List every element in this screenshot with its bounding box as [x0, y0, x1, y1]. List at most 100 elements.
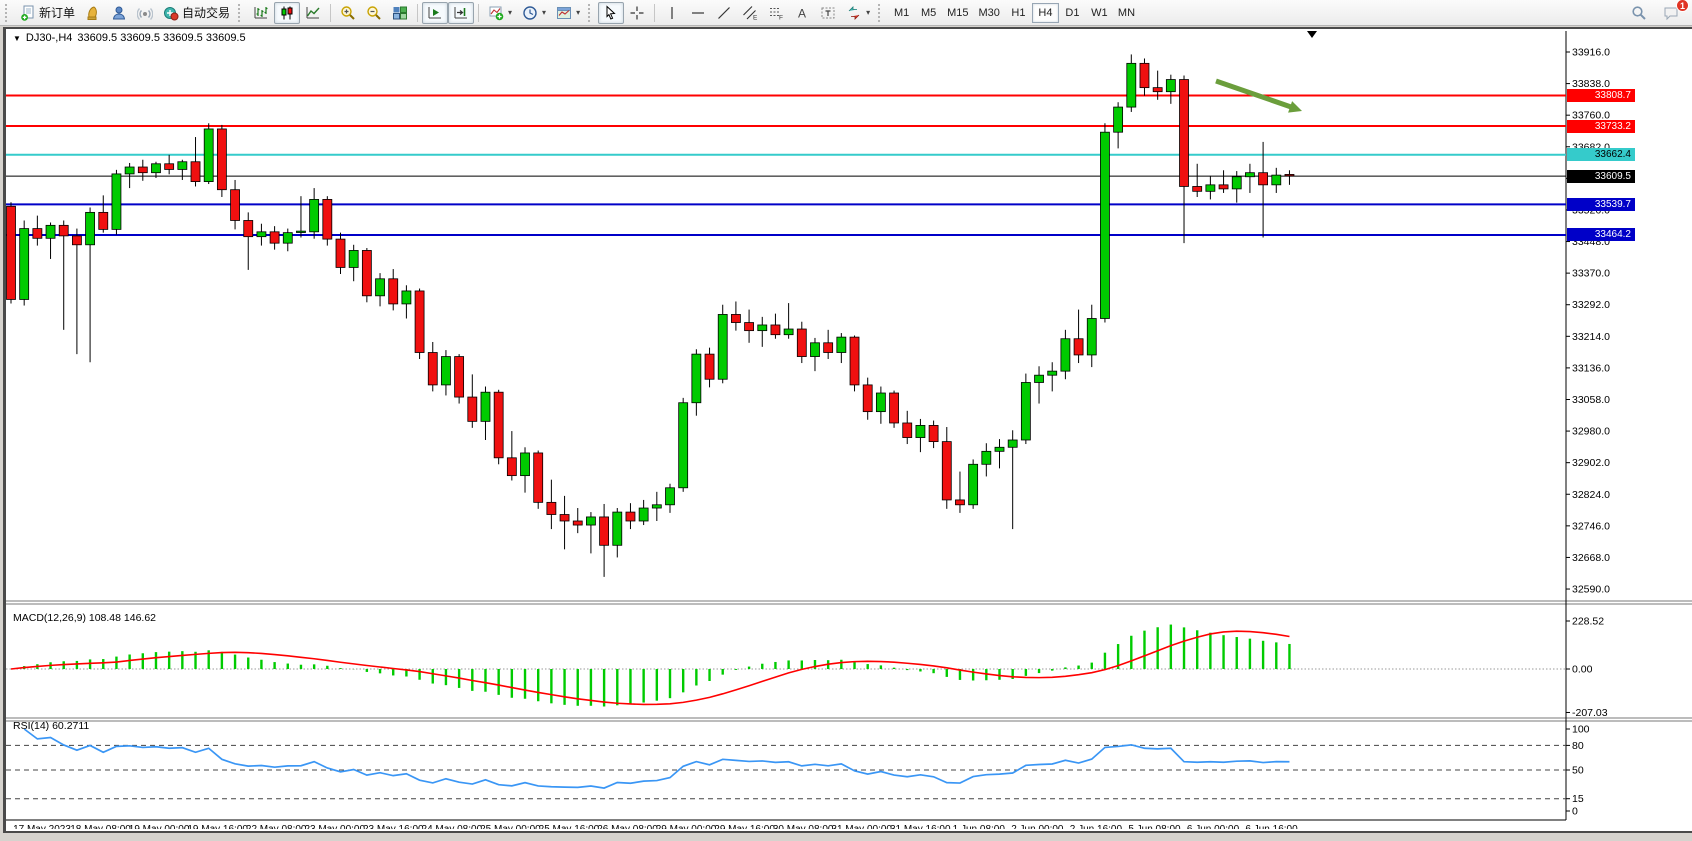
price-line-label: 33609.5 [1567, 169, 1635, 183]
svg-text:50: 50 [1572, 765, 1584, 777]
chart-shift-icon [454, 6, 468, 18]
macd-panel: 228.52 0.00 -207.03 [6, 616, 1608, 719]
svg-text:E: E [753, 14, 758, 21]
crosshair-icon [630, 6, 644, 19]
svg-text:F: F [779, 14, 783, 21]
toolbar-separator [417, 3, 419, 22]
chart-symbol-period: DJ30-,H4 [25, 32, 73, 44]
chart-window: ▼ DJ30-,H4 33609.5 33609.5 33609.5 33609… [3, 27, 1692, 833]
svg-text:29 May 16:00: 29 May 16:00 [714, 824, 775, 829]
periods-button[interactable]: ▾ [517, 2, 551, 24]
timeframe-h4[interactable]: H4 [1031, 2, 1059, 23]
timeframe-d1[interactable]: D1 [1065, 6, 1080, 19]
chart-dropdown-icon[interactable]: ▼ [13, 33, 21, 43]
channel-tool-button[interactable]: E [737, 2, 763, 24]
timeframe-m1[interactable]: M1 [893, 6, 910, 19]
cursor-tool-button[interactable] [598, 1, 625, 24]
line-chart-button[interactable] [300, 2, 326, 24]
zoom-out-button[interactable] [361, 2, 387, 24]
auto-scroll-button[interactable] [422, 1, 449, 24]
svg-text:32746.0: 32746.0 [1572, 520, 1610, 532]
price-axis [1565, 31, 1570, 820]
price-line-label: 33733.2 [1567, 119, 1635, 133]
crosshair-tool-button[interactable] [624, 2, 650, 24]
fibonacci-tool-button[interactable]: F [763, 2, 789, 24]
svg-text:26 May 08:00: 26 May 08:00 [597, 824, 658, 829]
svg-text:31 May 16:00: 31 May 16:00 [890, 824, 951, 829]
timeframe-w1[interactable]: W1 [1091, 6, 1108, 19]
auto-trading-button[interactable]: 自动交易 [158, 2, 235, 24]
toolbar-separator [330, 3, 332, 22]
person-icon [112, 6, 126, 19]
svg-text:30 May 08:00: 30 May 08:00 [773, 824, 834, 829]
trendline-icon [718, 6, 731, 19]
svg-text:33058.0: 33058.0 [1572, 394, 1610, 406]
macd-indicator-label: MACD(12,26,9) 108.48 146.62 [13, 612, 157, 624]
timeframe-h1[interactable]: H1 [1011, 6, 1026, 19]
svg-text:18 May 08:00: 18 May 08:00 [70, 824, 131, 829]
zoom-in-icon [341, 5, 355, 20]
chart-shift-button[interactable] [448, 1, 475, 24]
zoom-out-icon [367, 5, 381, 20]
candlestick-chart-icon [281, 6, 293, 19]
toolbar-grip [5, 3, 10, 22]
svg-text:1 Jun 08:00: 1 Jun 08:00 [953, 824, 1006, 829]
toolbar-grip [238, 3, 243, 22]
svg-text:19 May 00:00: 19 May 00:00 [129, 824, 190, 829]
notification-badge: 1 [1676, 0, 1689, 12]
trend-arrow-annotation[interactable] [1215, 78, 1302, 113]
notifications-button[interactable]: 1 [1658, 0, 1689, 24]
horizontal-price-lines[interactable] [6, 94, 1566, 236]
svg-text:32668.0: 32668.0 [1572, 552, 1610, 564]
svg-text:29 May 00:00: 29 May 00:00 [656, 824, 717, 829]
add-indicator-button[interactable]: ▾ [483, 2, 517, 24]
search-button[interactable] [1626, 2, 1652, 24]
zoom-in-button[interactable] [335, 2, 361, 24]
trendline-tool-button[interactable] [711, 2, 737, 24]
svg-text:6 Jun 00:00: 6 Jun 00:00 [1187, 824, 1240, 829]
svg-text:22 May 08:00: 22 May 08:00 [246, 824, 307, 829]
arrows-tool-button[interactable]: ▾ [841, 2, 875, 24]
templates-button[interactable]: ▾ [551, 2, 585, 24]
svg-text:5 Jun 08:00: 5 Jun 08:00 [1128, 824, 1181, 829]
fibonacci-icon: F [770, 7, 783, 21]
svg-text:33916.0: 33916.0 [1572, 47, 1610, 59]
timeframe-m30[interactable]: M30 [978, 6, 1000, 19]
new-order-label: 新订单 [39, 6, 76, 20]
auto-scroll-icon [428, 6, 442, 18]
seal-button[interactable] [80, 2, 106, 24]
svg-text:17 May 2023: 17 May 2023 [13, 824, 71, 829]
svg-text:31 May 00:00: 31 May 00:00 [831, 824, 892, 829]
add-indicator-icon [489, 6, 504, 20]
status-bar [0, 835, 1692, 841]
tile-windows-button[interactable] [387, 2, 413, 24]
svg-text:32980.0: 32980.0 [1572, 426, 1610, 438]
dropdown-caret: ▾ [576, 8, 581, 17]
timeframe-m15[interactable]: M15 [947, 6, 969, 19]
candlestick-chart-button[interactable] [274, 1, 301, 24]
svg-text:23 May 16:00: 23 May 16:00 [363, 824, 424, 829]
horizontal-line-tool-button[interactable] [685, 2, 711, 24]
vertical-line-tool-button[interactable] [659, 2, 685, 24]
arrows-icon [848, 5, 860, 20]
label-tool-button[interactable] [815, 2, 841, 24]
svg-text:25 May 16:00: 25 May 16:00 [539, 824, 600, 829]
svg-text:2 Jun 16:00: 2 Jun 16:00 [1070, 824, 1123, 829]
auto-trading-icon [164, 6, 179, 20]
bar-chart-button[interactable] [248, 2, 274, 24]
text-label-icon [821, 7, 835, 18]
tile-windows-icon [393, 6, 408, 19]
cursor-icon [606, 4, 616, 20]
chart-canvas[interactable]: 33916.033838.033760.033682.033604.033526… [6, 29, 1692, 829]
svg-text:2 Jun 00:00: 2 Jun 00:00 [1011, 824, 1064, 829]
timeframe-mn[interactable]: MN [1117, 6, 1136, 19]
new-order-button[interactable]: 新订单 [15, 2, 80, 24]
price-line-label: 33662.4 [1567, 148, 1635, 162]
scroll-to-end-marker[interactable] [1307, 31, 1317, 38]
signal-icon [137, 7, 154, 20]
signal-button[interactable] [132, 2, 158, 24]
profile-button[interactable] [106, 2, 132, 24]
timeframe-m5[interactable]: M5 [920, 6, 937, 19]
text-tool-button[interactable]: A [789, 2, 815, 24]
svg-text:0: 0 [1572, 806, 1578, 818]
